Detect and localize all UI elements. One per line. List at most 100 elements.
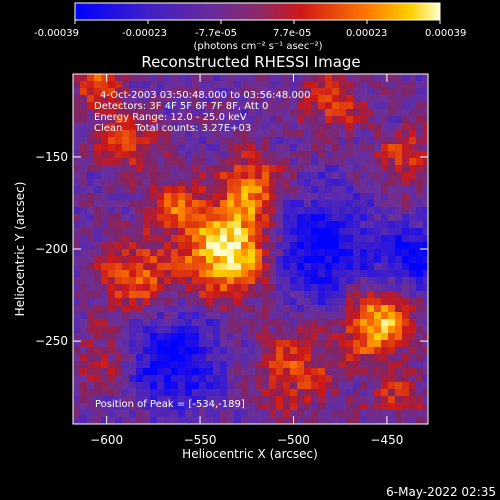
heatmap-cell bbox=[395, 396, 402, 403]
heatmap-cell bbox=[185, 242, 192, 249]
heatmap-cell bbox=[290, 347, 297, 354]
heatmap-cell bbox=[185, 389, 192, 396]
heatmap-cell bbox=[94, 249, 101, 256]
heatmap-cell bbox=[150, 200, 157, 207]
heatmap-cell bbox=[318, 144, 325, 151]
heatmap-cell bbox=[122, 389, 129, 396]
heatmap-cell bbox=[192, 81, 199, 88]
heatmap-cell bbox=[283, 417, 290, 424]
heatmap-cell bbox=[423, 123, 428, 130]
heatmap-cell bbox=[94, 158, 101, 165]
heatmap-cell bbox=[129, 284, 136, 291]
heatmap-cell bbox=[178, 396, 185, 403]
heatmap-cell bbox=[80, 165, 87, 172]
heatmap-cell bbox=[311, 403, 318, 410]
heatmap-cell bbox=[115, 403, 122, 410]
heatmap-cell bbox=[164, 158, 171, 165]
heatmap-cell bbox=[157, 214, 164, 221]
heatmap-cell bbox=[304, 74, 311, 81]
heatmap-cell bbox=[192, 88, 199, 95]
heatmap-cell bbox=[157, 200, 164, 207]
heatmap-cell bbox=[101, 123, 108, 130]
heatmap-cell bbox=[304, 214, 311, 221]
heatmap-cell bbox=[185, 340, 192, 347]
heatmap-cell bbox=[290, 270, 297, 277]
heatmap-cell bbox=[227, 123, 234, 130]
heatmap-cell bbox=[409, 102, 416, 109]
heatmap-cell bbox=[388, 249, 395, 256]
heatmap-cell bbox=[297, 354, 304, 361]
heatmap-cell bbox=[346, 235, 353, 242]
heatmap-cell bbox=[416, 200, 423, 207]
heatmap-cell bbox=[143, 382, 150, 389]
heatmap-cell bbox=[423, 249, 428, 256]
heatmap-cell bbox=[409, 95, 416, 102]
heatmap-cell bbox=[395, 242, 402, 249]
heatmap-cell bbox=[129, 235, 136, 242]
heatmap-cell bbox=[206, 228, 213, 235]
heatmap-cell bbox=[353, 389, 360, 396]
heatmap-cell bbox=[248, 165, 255, 172]
heatmap-cell bbox=[255, 158, 262, 165]
heatmap-cell bbox=[290, 130, 297, 137]
heatmap-cell bbox=[374, 81, 381, 88]
heatmap-cell bbox=[80, 81, 87, 88]
heatmap-cell bbox=[157, 179, 164, 186]
heatmap-cell bbox=[234, 137, 241, 144]
heatmap-cell bbox=[73, 305, 80, 312]
heatmap-cell bbox=[80, 74, 87, 81]
heatmap-cell bbox=[297, 375, 304, 382]
heatmap-cell bbox=[262, 277, 269, 284]
heatmap-cell bbox=[325, 305, 332, 312]
y-axis: −150−200−250 bbox=[35, 150, 428, 348]
heatmap-cell bbox=[248, 95, 255, 102]
heatmap-cell bbox=[171, 88, 178, 95]
heatmap-cell bbox=[73, 354, 80, 361]
heatmap-cell bbox=[157, 354, 164, 361]
heatmap-cell bbox=[353, 361, 360, 368]
heatmap-cell bbox=[311, 312, 318, 319]
heatmap-cell bbox=[122, 410, 129, 417]
heatmap-cell bbox=[199, 291, 206, 298]
heatmap-cell bbox=[143, 333, 150, 340]
heatmap-cell bbox=[416, 221, 423, 228]
heatmap-cell bbox=[318, 102, 325, 109]
heatmap-cell bbox=[395, 256, 402, 263]
heatmap-cell bbox=[416, 186, 423, 193]
heatmap-cell bbox=[304, 116, 311, 123]
heatmap-cell bbox=[346, 298, 353, 305]
heatmap-cell bbox=[185, 88, 192, 95]
heatmap-cell bbox=[395, 130, 402, 137]
heatmap-cell bbox=[248, 88, 255, 95]
heatmap-cell bbox=[360, 88, 367, 95]
heatmap-cell bbox=[290, 305, 297, 312]
heatmap-cell bbox=[367, 263, 374, 270]
heatmap-cell bbox=[178, 88, 185, 95]
heatmap-cell bbox=[276, 193, 283, 200]
heatmap-cell bbox=[227, 242, 234, 249]
heatmap-cell bbox=[276, 298, 283, 305]
heatmap-cell bbox=[206, 235, 213, 242]
heatmap-cell bbox=[150, 256, 157, 263]
heatmap-cell bbox=[220, 270, 227, 277]
heatmap-cell bbox=[311, 382, 318, 389]
heatmap-cell bbox=[423, 235, 428, 242]
heatmap-cell bbox=[171, 102, 178, 109]
heatmap-cell bbox=[353, 235, 360, 242]
heatmap-cell bbox=[332, 396, 339, 403]
heatmap-cell bbox=[199, 312, 206, 319]
heatmap-cell bbox=[409, 333, 416, 340]
heatmap-cell bbox=[367, 81, 374, 88]
heatmap-cell bbox=[192, 214, 199, 221]
heatmap-cell bbox=[171, 228, 178, 235]
heatmap-cell bbox=[206, 193, 213, 200]
heatmap-cell bbox=[346, 109, 353, 116]
heatmap-cell bbox=[311, 347, 318, 354]
heatmap-cell bbox=[269, 158, 276, 165]
heatmap-cell bbox=[325, 186, 332, 193]
heatmap-cell bbox=[297, 88, 304, 95]
heatmap-cell bbox=[157, 263, 164, 270]
heatmap-cell bbox=[101, 179, 108, 186]
heatmap-cell bbox=[143, 207, 150, 214]
heatmap-cell bbox=[269, 263, 276, 270]
